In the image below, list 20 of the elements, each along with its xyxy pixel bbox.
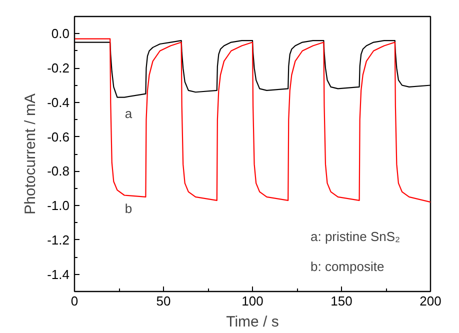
- y-tick-label: -0.2: [47, 60, 70, 76]
- annotation: a: [124, 106, 133, 121]
- x-tick-label: 50: [156, 294, 171, 308]
- x-tick-label: 200: [420, 294, 442, 308]
- y-tick-label: -0.4: [47, 94, 70, 110]
- x-tick-label: 150: [330, 294, 352, 308]
- y-tick-label: 0.0: [51, 26, 70, 42]
- line-series: [74, 38, 430, 203]
- x-axis-title: Time / s: [226, 314, 279, 330]
- y-axis-title: Photocurrent / mA: [22, 94, 40, 214]
- y-tick-label: -0.6: [47, 129, 70, 144]
- y-tick-label: -1.0: [47, 198, 70, 214]
- y-tick-label: -1.2: [47, 232, 70, 248]
- annotation: a: pristine SnS₂: [310, 229, 400, 244]
- annotation: b: [124, 201, 132, 216]
- y-tick-label: -1.4: [47, 266, 70, 282]
- annotation: b: composite: [310, 259, 384, 274]
- x-tick-label: 0: [70, 294, 78, 308]
- y-tick-label: -0.8: [47, 164, 70, 179]
- x-tick-label: 100: [242, 294, 264, 308]
